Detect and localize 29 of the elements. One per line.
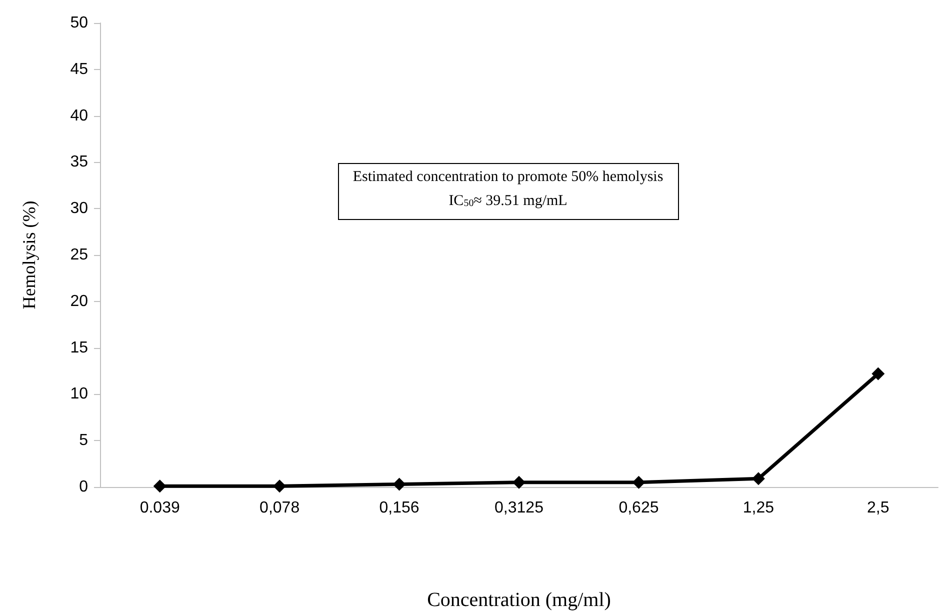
point — [872, 367, 885, 380]
point — [392, 478, 406, 491]
y-axis-title: Hemolysis (%) — [19, 200, 39, 310]
point — [153, 480, 166, 493]
x-tick-label: 1,25 — [742, 500, 774, 516]
y-tick-label: 45 — [70, 60, 88, 78]
y-tick-label: 0 — [79, 478, 88, 496]
y-tick-label: 30 — [70, 200, 88, 218]
annotation: IC50≈ 39.51 mg/mL — [448, 193, 568, 209]
point — [752, 472, 765, 486]
x-tick-label: 0,625 — [618, 500, 659, 516]
y-tick-label: 10 — [70, 386, 88, 403]
y-tick-label: 35 — [70, 154, 88, 171]
x-axis-title: Concentration (mg/ml) — [427, 589, 611, 611]
point — [273, 480, 286, 493]
y-tick-label: 25 — [70, 246, 88, 264]
y-tick-label: 15 — [70, 339, 88, 356]
y-tick-label: 5 — [79, 432, 88, 450]
x-tick-label: 0,3125 — [494, 500, 544, 516]
point — [512, 476, 526, 489]
annotation: Estimated concentration to promote 50% hemolysis — [352, 169, 664, 185]
y-tick-label: 50 — [70, 14, 88, 32]
x-tick-label: 0,156 — [379, 500, 420, 516]
x-tick-label: 2,5 — [867, 500, 890, 516]
x-tick-label: 0,078 — [260, 500, 300, 516]
x-tick-label: 0.039 — [140, 500, 180, 516]
point — [632, 476, 646, 489]
y-tick-label: 40 — [70, 107, 88, 124]
y-tick-label: 20 — [70, 292, 88, 310]
